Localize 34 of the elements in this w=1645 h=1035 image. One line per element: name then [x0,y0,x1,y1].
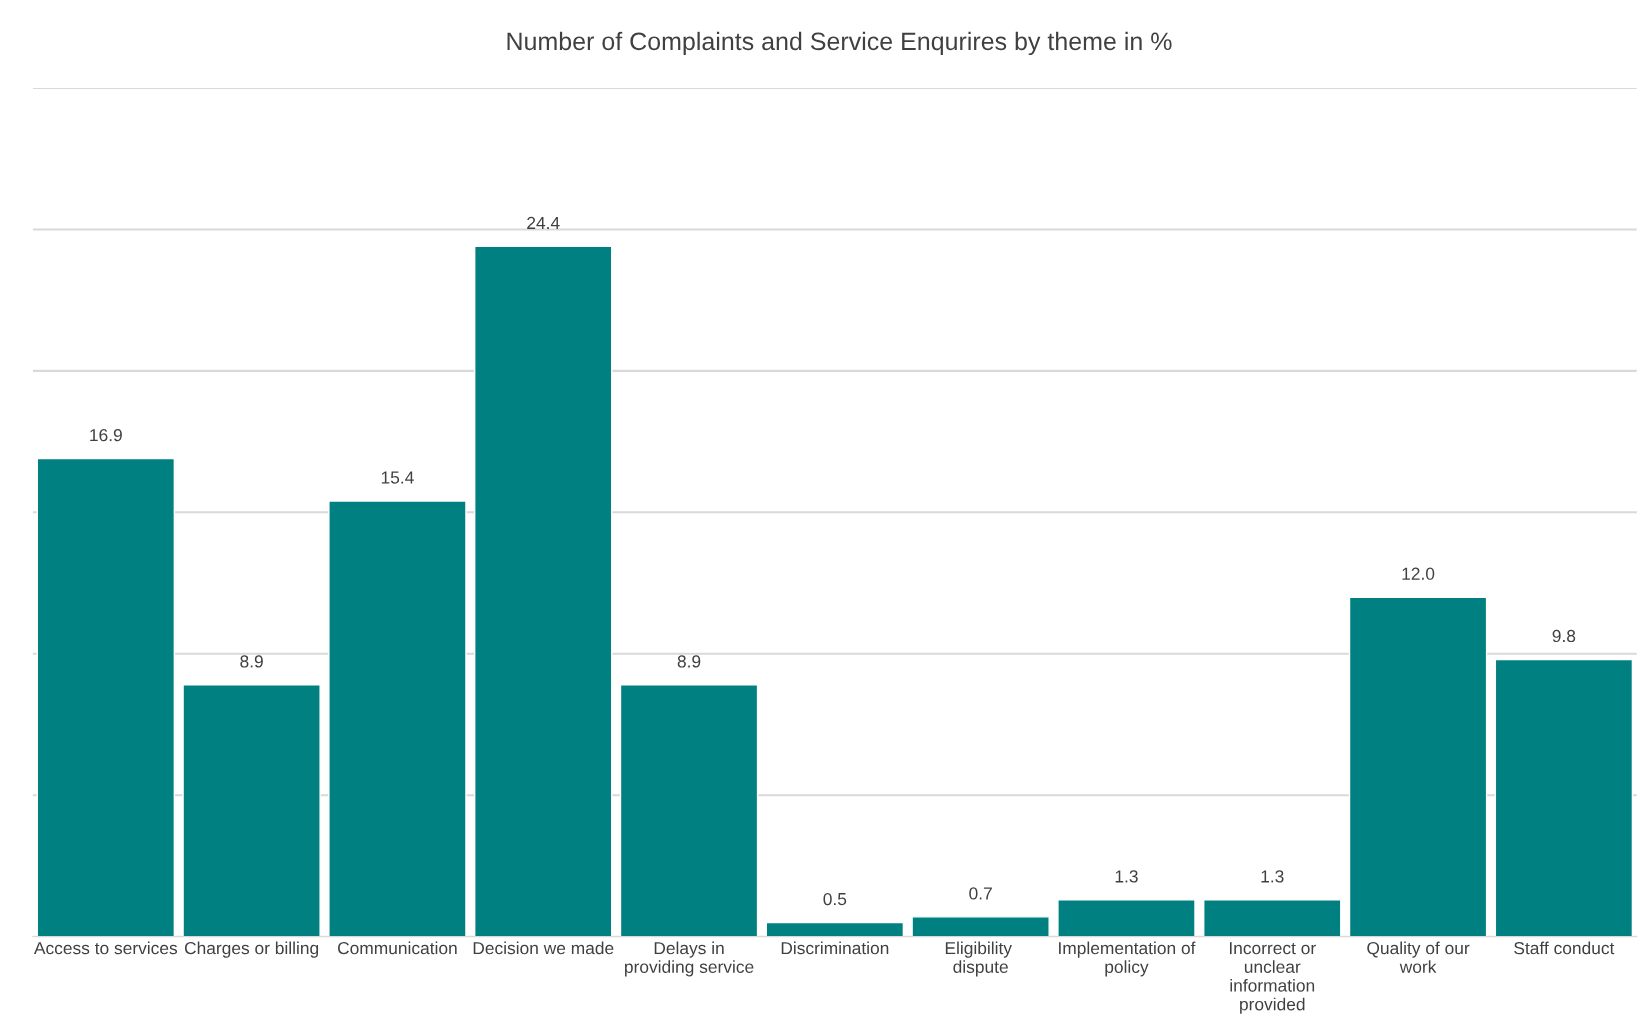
bar [1348,596,1488,937]
data-label: 1.3 [1115,870,1138,883]
data-label: 24.4 [527,216,560,229]
bar [1203,899,1342,937]
data-label: 0.7 [969,887,992,900]
x-tick-label: Implementation of policy [1059,941,1196,977]
data-label: 9.8 [1552,629,1576,643]
x-tick-label: Quality of our work [1367,941,1470,973]
bar [1057,899,1196,937]
data-label: 0.5 [823,892,847,906]
x-tick-label: Decision we made [473,941,614,955]
bar [328,500,467,937]
bar [619,684,759,937]
data-label: 16.9 [90,428,122,442]
x-tick-label: Delays in providing service [625,941,754,977]
x-tick-label: Discrimination [781,941,889,955]
chart-title: Number of Complaints and Service Enqurires by theme in % [507,31,1172,56]
data-label: 8.9 [240,655,263,668]
x-tick-label: Communication [338,941,457,955]
bar [473,245,613,937]
x-tick-label: Charges or billing [184,941,319,958]
data-label: 1.3 [1261,870,1284,883]
data-label: 15.4 [381,471,414,484]
x-tick-label: Eligibility dispute [945,941,1012,977]
bar [36,457,176,937]
x-tick-label: Access to services [33,941,178,955]
x-tick-label: Incorrect or unclear information provided [1229,942,1316,1014]
x-tick-label: Staff conduct [1514,941,1615,955]
data-label: 12.0 [1402,567,1435,580]
bar [911,916,1050,937]
data-label: 8.9 [677,655,701,668]
bar [182,684,321,937]
bar [1494,658,1634,937]
bar [765,921,905,937]
